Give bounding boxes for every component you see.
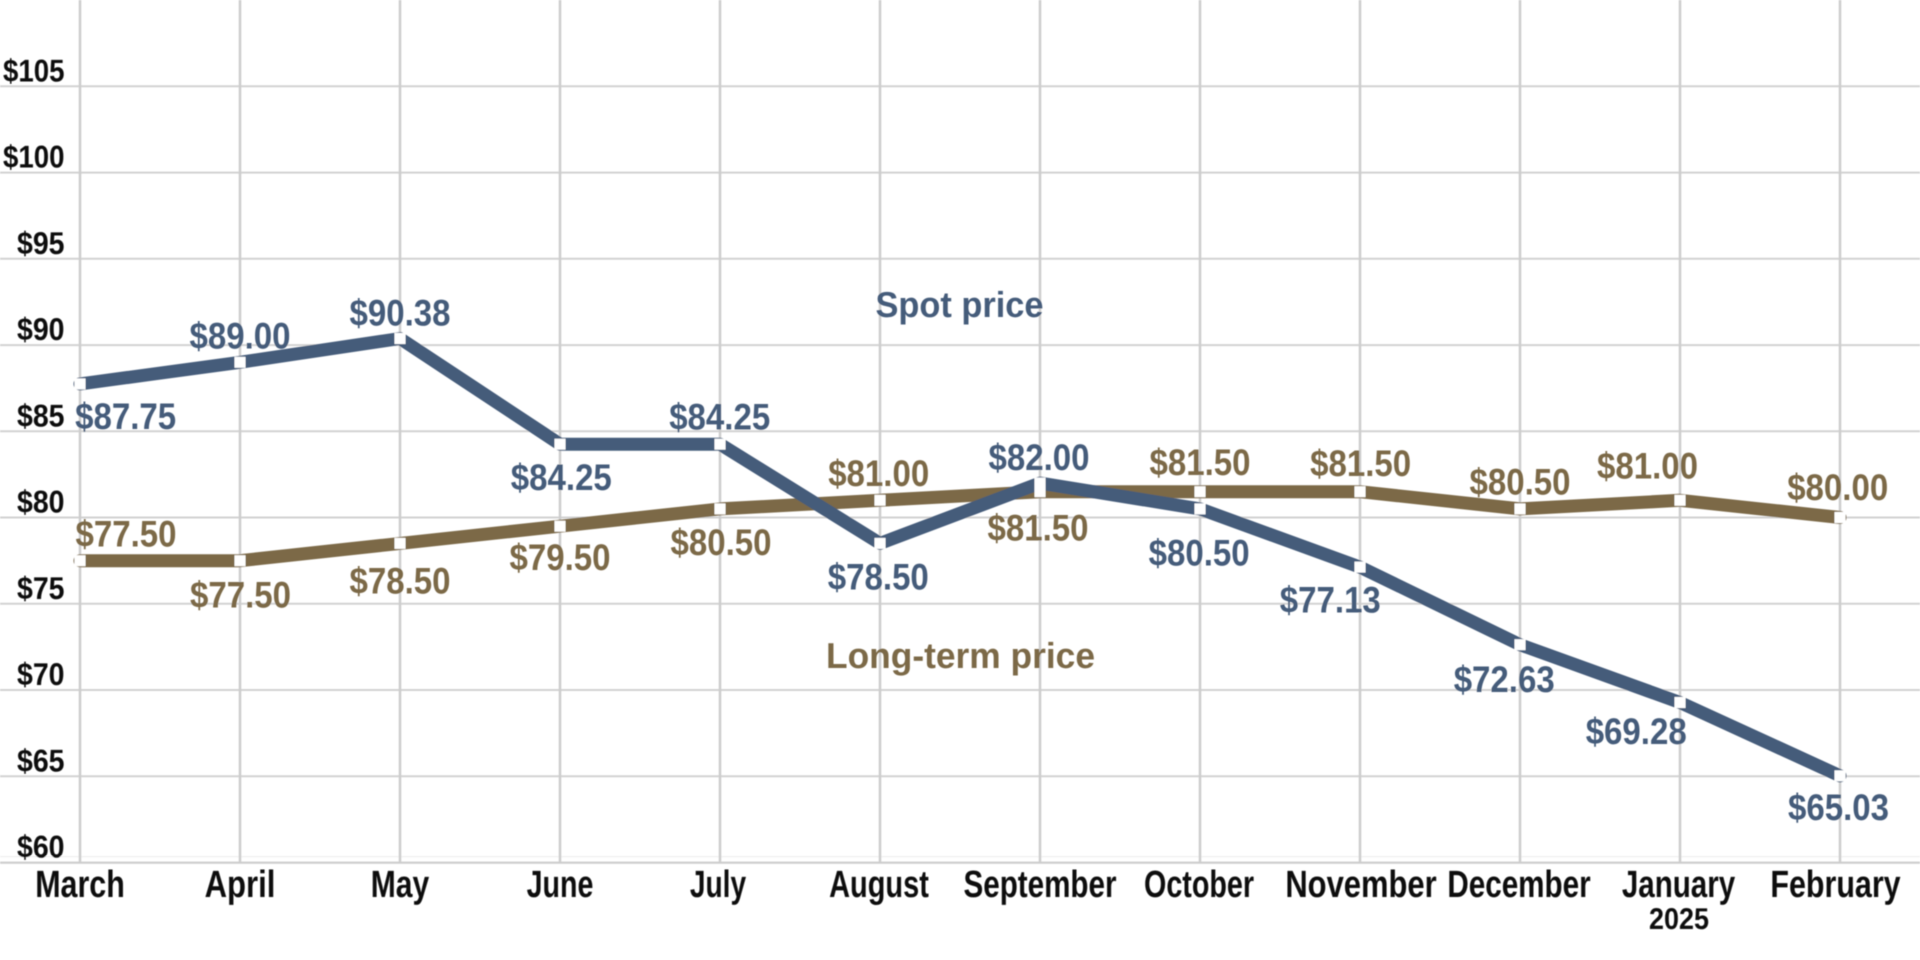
svg-text:$89.00: $89.00	[190, 316, 291, 357]
svg-text:$84.25: $84.25	[511, 457, 612, 498]
svg-text:$80.00: $80.00	[1787, 467, 1888, 508]
svg-text:Spot price: Spot price	[876, 284, 1044, 325]
svg-text:2025: 2025	[1649, 903, 1709, 936]
svg-text:January: January	[1622, 864, 1735, 906]
svg-text:May: May	[371, 864, 429, 906]
svg-text:$77.50: $77.50	[190, 575, 291, 616]
svg-text:July: July	[690, 864, 746, 906]
svg-text:August: August	[829, 864, 929, 906]
svg-text:$84.25: $84.25	[669, 396, 770, 437]
svg-text:June: June	[527, 864, 594, 906]
svg-text:$82.00: $82.00	[989, 437, 1090, 478]
svg-text:October: October	[1144, 864, 1254, 906]
svg-text:$81.00: $81.00	[828, 453, 929, 494]
svg-text:$81.00: $81.00	[1597, 446, 1698, 487]
svg-text:$70: $70	[17, 656, 65, 692]
svg-text:$79.50: $79.50	[510, 537, 611, 578]
svg-text:$90: $90	[17, 311, 65, 347]
svg-text:$60: $60	[17, 829, 65, 865]
svg-text:$90.38: $90.38	[350, 292, 451, 333]
svg-text:November: November	[1285, 864, 1436, 906]
svg-text:$80.50: $80.50	[671, 522, 772, 563]
svg-text:$78.50: $78.50	[350, 560, 451, 601]
svg-text:February: February	[1770, 864, 1900, 906]
svg-text:$95: $95	[17, 225, 65, 261]
svg-text:$100: $100	[3, 139, 65, 175]
svg-text:$75: $75	[17, 570, 65, 606]
svg-text:$87.75: $87.75	[75, 396, 176, 437]
svg-text:$85: $85	[17, 397, 65, 433]
svg-text:$65: $65	[17, 742, 65, 778]
svg-text:March: March	[35, 864, 125, 906]
svg-text:$72.63: $72.63	[1454, 659, 1555, 700]
svg-text:$77.13: $77.13	[1280, 579, 1381, 620]
svg-text:$65.03: $65.03	[1788, 787, 1889, 828]
svg-text:$81.50: $81.50	[988, 508, 1089, 549]
svg-text:September: September	[964, 864, 1117, 906]
svg-text:$105: $105	[3, 52, 65, 88]
svg-text:$80.50: $80.50	[1470, 462, 1571, 503]
svg-text:$81.50: $81.50	[1310, 443, 1411, 484]
svg-text:Long-term price: Long-term price	[826, 635, 1095, 676]
svg-text:$77.50: $77.50	[76, 513, 177, 554]
svg-text:December: December	[1447, 864, 1590, 906]
svg-text:$69.28: $69.28	[1586, 711, 1687, 752]
svg-text:$80: $80	[17, 484, 65, 520]
svg-text:$78.50: $78.50	[828, 557, 929, 598]
svg-text:April: April	[205, 864, 276, 906]
svg-text:$81.50: $81.50	[1150, 442, 1251, 483]
svg-text:$80.50: $80.50	[1149, 533, 1250, 574]
